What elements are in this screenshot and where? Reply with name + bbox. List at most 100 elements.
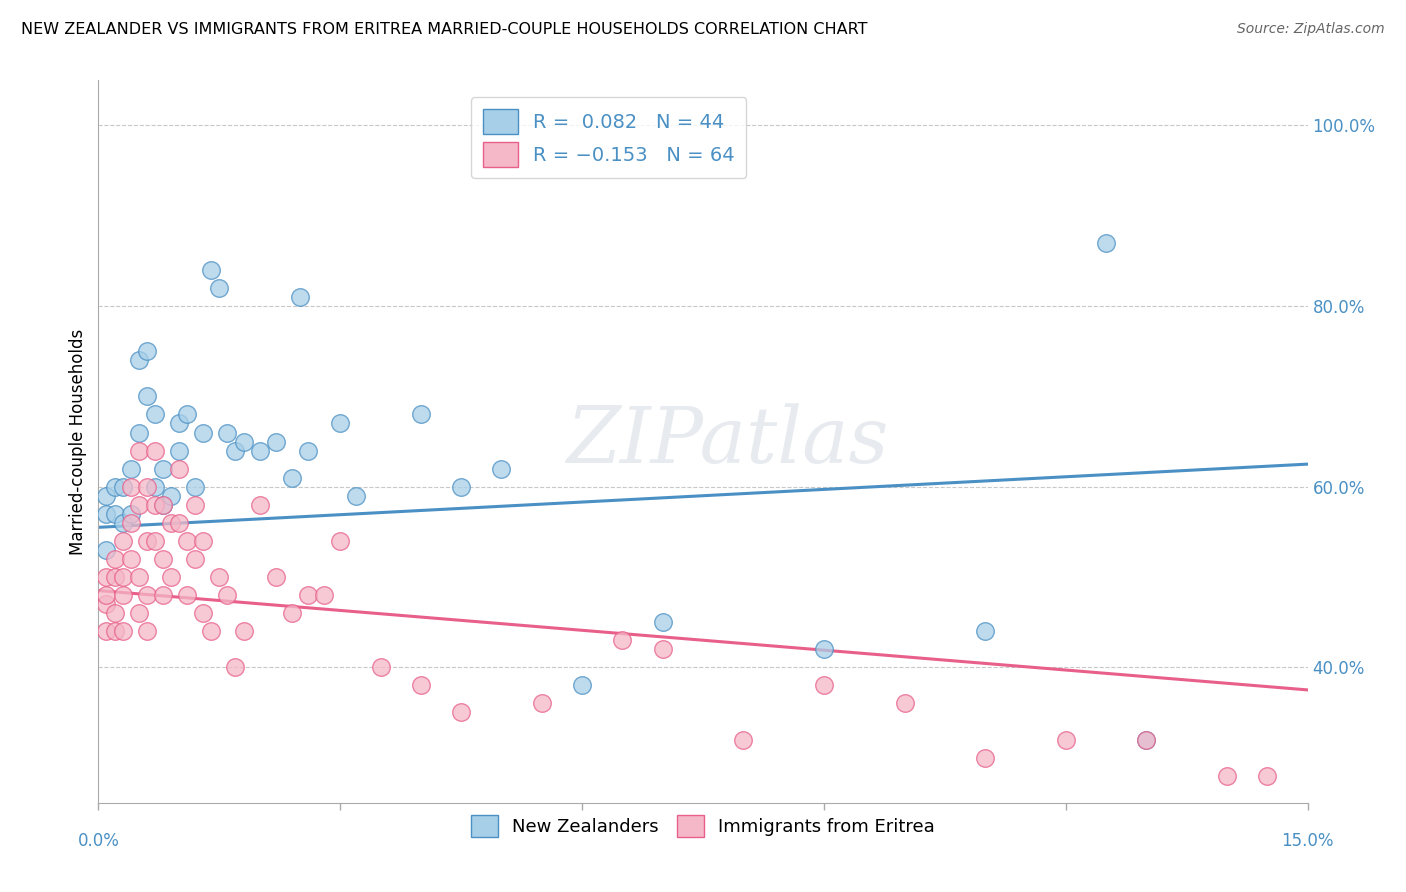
Point <box>111 533 134 548</box>
Point <box>281 606 304 620</box>
Point <box>217 588 239 602</box>
Point <box>1135 732 1157 747</box>
Point <box>264 570 287 584</box>
Legend: New Zealanders, Immigrants from Eritrea: New Zealanders, Immigrants from Eritrea <box>464 808 942 845</box>
Text: Source: ZipAtlas.com: Source: ZipAtlas.com <box>1237 22 1385 37</box>
Point <box>1216 769 1239 783</box>
Point <box>103 507 125 521</box>
Point <box>143 480 166 494</box>
Point <box>111 516 134 530</box>
Point <box>1095 235 1118 250</box>
Text: ZIPatlas: ZIPatlas <box>567 403 889 480</box>
Point <box>96 489 118 503</box>
Point <box>160 489 183 503</box>
Point <box>135 588 157 602</box>
Point <box>103 480 125 494</box>
Point <box>974 624 997 639</box>
Point <box>176 408 198 422</box>
Point <box>344 489 367 503</box>
Point <box>120 480 142 494</box>
Point <box>96 542 118 557</box>
Point <box>329 533 352 548</box>
Point <box>176 588 198 602</box>
Point <box>193 606 215 620</box>
Point <box>249 443 271 458</box>
Point <box>450 706 472 720</box>
Point <box>974 750 997 764</box>
Point <box>193 533 215 548</box>
Point <box>120 507 142 521</box>
Point <box>160 570 183 584</box>
Point <box>184 498 207 512</box>
Point <box>111 480 134 494</box>
Point <box>224 443 246 458</box>
Point <box>167 443 190 458</box>
Point <box>1135 732 1157 747</box>
Point <box>1054 732 1077 747</box>
Point <box>96 597 118 611</box>
Point <box>184 480 207 494</box>
Point <box>224 660 246 674</box>
Point <box>103 624 125 639</box>
Point <box>176 533 198 548</box>
Point <box>232 624 254 639</box>
Point <box>491 461 513 475</box>
Point <box>160 516 183 530</box>
Point <box>813 642 835 657</box>
Point <box>152 498 174 512</box>
Point <box>314 588 336 602</box>
Text: 15.0%: 15.0% <box>1281 831 1334 850</box>
Point <box>128 443 150 458</box>
Point <box>167 461 190 475</box>
Point <box>128 353 150 368</box>
Point <box>651 642 673 657</box>
Point <box>232 434 254 449</box>
Point <box>120 552 142 566</box>
Point <box>297 443 319 458</box>
Point <box>329 417 352 431</box>
Point <box>120 516 142 530</box>
Point <box>530 697 553 711</box>
Point <box>249 498 271 512</box>
Point <box>143 408 166 422</box>
Point <box>193 425 215 440</box>
Point <box>111 588 134 602</box>
Point <box>111 570 134 584</box>
Point <box>409 408 432 422</box>
Point <box>208 570 231 584</box>
Point <box>208 281 231 295</box>
Point <box>152 498 174 512</box>
Point <box>370 660 392 674</box>
Text: 0.0%: 0.0% <box>77 831 120 850</box>
Point <box>184 552 207 566</box>
Point <box>111 624 134 639</box>
Point <box>103 552 125 566</box>
Point <box>103 606 125 620</box>
Text: NEW ZEALANDER VS IMMIGRANTS FROM ERITREA MARRIED-COUPLE HOUSEHOLDS CORRELATION C: NEW ZEALANDER VS IMMIGRANTS FROM ERITREA… <box>21 22 868 37</box>
Point <box>264 434 287 449</box>
Point <box>152 461 174 475</box>
Point <box>288 290 311 304</box>
Point <box>143 533 166 548</box>
Point <box>893 697 915 711</box>
Point <box>167 417 190 431</box>
Point <box>135 480 157 494</box>
Y-axis label: Married-couple Households: Married-couple Households <box>69 328 87 555</box>
Point <box>612 633 634 648</box>
Point <box>96 588 118 602</box>
Point <box>135 533 157 548</box>
Point <box>200 263 222 277</box>
Point <box>651 615 673 630</box>
Point <box>152 588 174 602</box>
Point <box>135 624 157 639</box>
Point <box>152 552 174 566</box>
Point <box>281 471 304 485</box>
Point <box>135 344 157 359</box>
Point <box>217 425 239 440</box>
Point <box>143 443 166 458</box>
Point <box>813 678 835 692</box>
Point <box>96 624 118 639</box>
Point <box>128 498 150 512</box>
Point <box>96 507 118 521</box>
Point <box>128 425 150 440</box>
